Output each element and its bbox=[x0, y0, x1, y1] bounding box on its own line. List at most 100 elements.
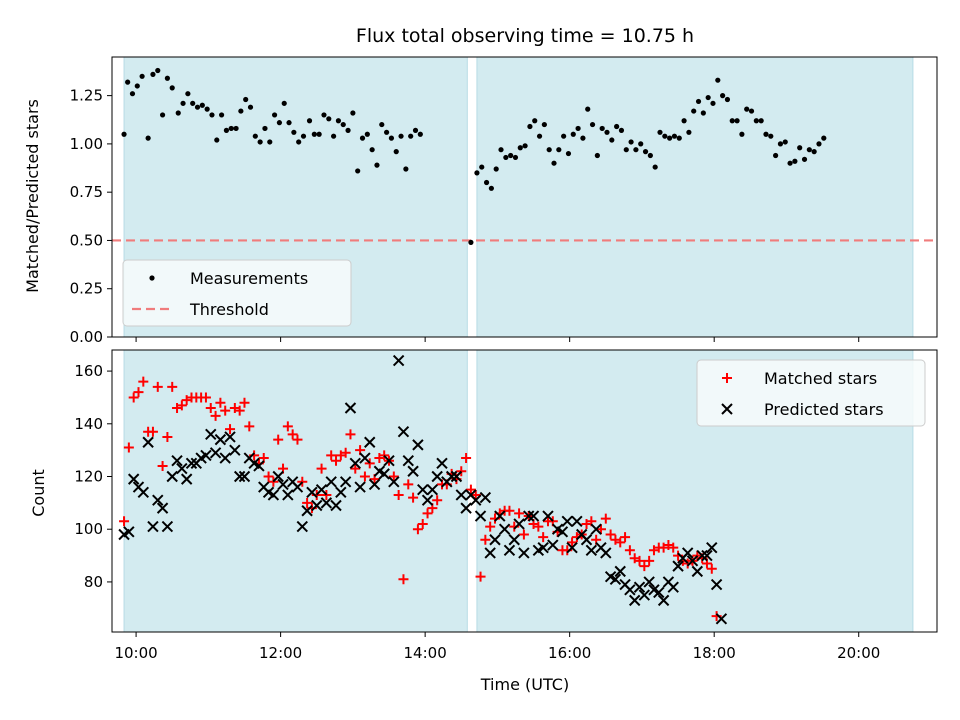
data-point bbox=[450, 470, 463, 483]
data-point bbox=[700, 110, 706, 116]
data-point bbox=[671, 133, 678, 139]
data-point bbox=[210, 410, 221, 421]
data-point bbox=[508, 152, 514, 159]
data-point bbox=[412, 127, 419, 133]
data-point bbox=[138, 376, 149, 387]
data-point bbox=[485, 521, 496, 532]
data-point bbox=[614, 123, 620, 130]
data-point bbox=[432, 495, 443, 506]
data-point bbox=[551, 160, 557, 166]
data-point bbox=[421, 494, 434, 506]
data-point bbox=[512, 154, 519, 161]
data-point bbox=[238, 470, 251, 483]
data-point bbox=[345, 127, 351, 133]
data-point bbox=[291, 481, 304, 493]
data-point bbox=[123, 442, 134, 453]
data-point bbox=[164, 75, 171, 81]
data-point bbox=[205, 428, 217, 441]
data-point bbox=[344, 402, 357, 414]
data-point bbox=[388, 471, 399, 482]
data-point bbox=[634, 555, 645, 566]
data-point bbox=[479, 491, 492, 504]
data-point bbox=[321, 112, 327, 118]
data-point bbox=[642, 149, 649, 155]
data-point bbox=[567, 537, 578, 548]
data-point bbox=[315, 483, 328, 496]
data-point bbox=[263, 471, 274, 482]
data-point bbox=[768, 133, 774, 139]
data-point bbox=[393, 489, 404, 500]
data-point bbox=[171, 454, 183, 467]
legend-box bbox=[696, 359, 926, 427]
data-point bbox=[734, 118, 740, 124]
data-point bbox=[758, 118, 764, 124]
data-point bbox=[821, 135, 827, 141]
data-point bbox=[460, 502, 472, 514]
data-point bbox=[667, 581, 679, 593]
data-point bbox=[787, 160, 793, 166]
data-point bbox=[417, 483, 429, 496]
data-point bbox=[590, 523, 602, 535]
data-point bbox=[330, 499, 342, 512]
data-point bbox=[470, 489, 481, 500]
data-point bbox=[461, 453, 472, 464]
data-point bbox=[498, 523, 511, 535]
data-point bbox=[594, 152, 600, 159]
data-point bbox=[609, 137, 615, 143]
data-point bbox=[125, 79, 131, 85]
data-point bbox=[302, 497, 313, 508]
data-point bbox=[493, 166, 499, 172]
x-tick-label: 18:00 bbox=[693, 644, 736, 662]
data-point bbox=[412, 524, 423, 535]
data-point bbox=[219, 452, 231, 464]
x-tick-label: 16:00 bbox=[548, 644, 591, 662]
data-point bbox=[514, 508, 525, 519]
data-point bbox=[536, 133, 543, 139]
data-point bbox=[633, 581, 646, 593]
data-point bbox=[605, 529, 616, 540]
data-point bbox=[701, 549, 713, 562]
x-axis-label: Time (UTC) bbox=[480, 675, 569, 694]
data-point bbox=[282, 421, 293, 432]
data-point bbox=[204, 106, 210, 112]
data-point bbox=[465, 484, 476, 495]
data-point bbox=[546, 147, 552, 153]
data-point bbox=[763, 131, 769, 137]
data-point bbox=[272, 470, 284, 483]
data-point bbox=[359, 452, 371, 464]
data-point bbox=[267, 139, 273, 145]
data-point bbox=[600, 547, 612, 559]
data-point bbox=[638, 589, 651, 601]
data-point bbox=[599, 125, 605, 132]
data-point bbox=[379, 450, 390, 461]
data-point bbox=[139, 73, 145, 79]
data-point bbox=[739, 131, 745, 137]
data-point bbox=[455, 489, 467, 501]
data-point bbox=[556, 147, 562, 153]
data-point bbox=[159, 112, 166, 118]
legend-marker-dot bbox=[149, 275, 155, 281]
data-point bbox=[398, 133, 404, 139]
x-tick-label: 12:00 bbox=[259, 644, 302, 662]
data-point bbox=[710, 100, 716, 106]
data-point bbox=[185, 91, 191, 97]
data-point bbox=[483, 179, 490, 186]
data-point bbox=[267, 489, 280, 501]
data-point bbox=[513, 518, 525, 530]
data-point bbox=[345, 429, 356, 440]
data-point bbox=[782, 139, 788, 145]
data-point bbox=[316, 463, 327, 474]
data-point bbox=[484, 547, 496, 559]
data-point bbox=[205, 402, 216, 413]
data-point bbox=[147, 520, 159, 533]
data-point bbox=[157, 460, 168, 471]
data-point bbox=[311, 131, 317, 137]
data-point bbox=[214, 137, 220, 143]
legend-label: Measurements bbox=[190, 269, 308, 288]
data-point bbox=[350, 110, 356, 116]
data-point bbox=[119, 516, 130, 527]
data-point bbox=[340, 121, 346, 128]
data-point bbox=[368, 478, 381, 491]
data-point bbox=[388, 476, 400, 488]
data-point bbox=[518, 529, 529, 540]
